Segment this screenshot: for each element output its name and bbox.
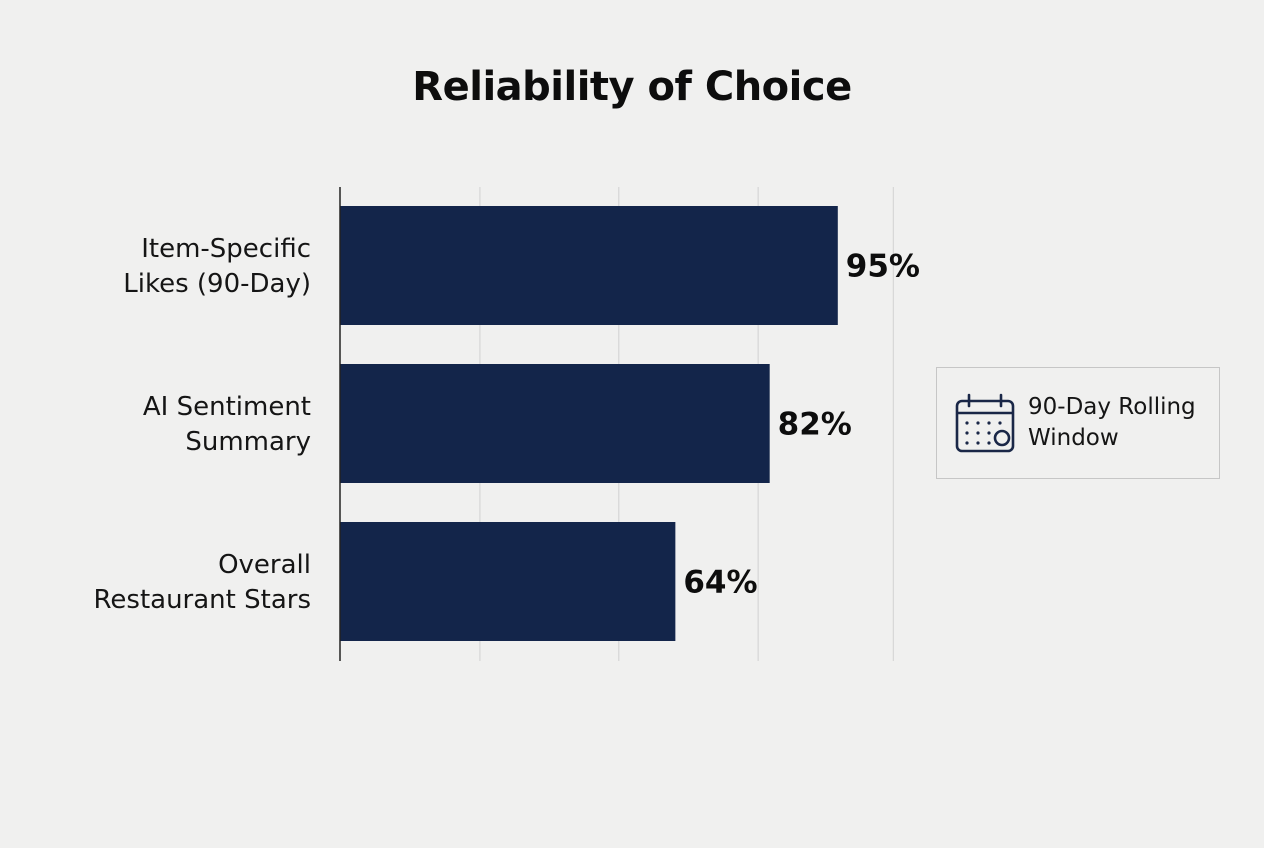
category-label-1-line-1: Item-Specific (141, 234, 311, 264)
bar-2 (340, 364, 770, 483)
legend-label: 90-Day Rolling Window (1028, 394, 1196, 451)
bar-3 (340, 522, 676, 641)
chart-title: Reliability of Choice (412, 64, 852, 110)
bar-1 (340, 206, 838, 325)
category-label-3: Overall Restaurant Stars (94, 550, 311, 615)
calendar-icon (955, 393, 1015, 453)
category-label-2: AI Sentiment Summary (143, 392, 311, 457)
category-label-3-line-2: Restaurant Stars (94, 585, 311, 615)
category-label-2-line-2: Summary (185, 427, 311, 457)
category-label-2-line-1: AI Sentiment (143, 392, 311, 422)
category-label-1-line-2: Likes (90-Day) (123, 269, 311, 299)
legend-box: 90-Day Rolling Window (936, 367, 1220, 479)
data-label-1: 95% (846, 249, 920, 285)
labels: 95% Item-Specific Likes (90-Day) 82% AI Sent… (94, 234, 920, 615)
bars (340, 206, 838, 641)
category-label-1: Item-Specific Likes (90-Day) (123, 234, 311, 299)
category-label-3-line-1: Overall (218, 550, 311, 580)
data-label-3: 64% (683, 565, 757, 601)
data-label-2: 82% (778, 407, 852, 443)
